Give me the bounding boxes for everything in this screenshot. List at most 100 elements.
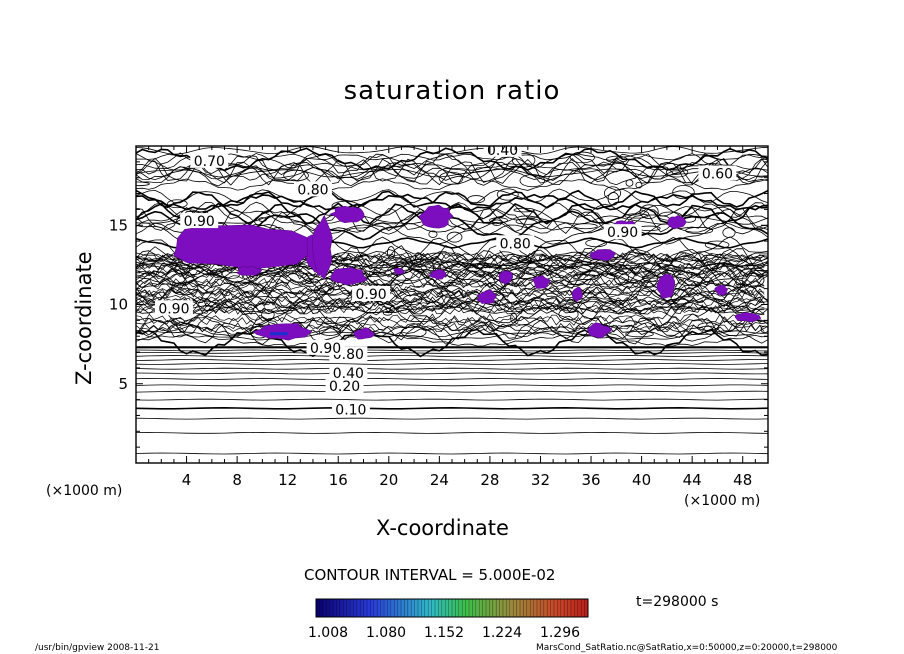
- x-tick-label: 4: [182, 471, 192, 489]
- contour-loop: [624, 213, 649, 219]
- contour-label: 0.10: [335, 403, 366, 419]
- contour-label-bg: [325, 377, 364, 393]
- contour-loop: [438, 171, 464, 185]
- supersaturation-region: [476, 289, 497, 304]
- contour-loop: [174, 263, 191, 275]
- contour-loop: [513, 207, 535, 213]
- contour-label-bg: [190, 152, 229, 168]
- contour-loop: [639, 204, 659, 219]
- contour-label: 0.80: [500, 236, 531, 252]
- contour-loop: [625, 179, 634, 187]
- contour-loop: [414, 252, 422, 263]
- footer-left: /usr/bin/gpview 2008-11-21: [35, 643, 160, 653]
- y-tick-label: 15: [109, 216, 128, 234]
- contour-line: [136, 288, 765, 299]
- contour-loop: [167, 199, 188, 209]
- contour-label: 0.90: [310, 341, 341, 357]
- x-axis-label: X-coordinate: [376, 516, 509, 540]
- x-tick-label: 16: [329, 471, 348, 489]
- contour-loop: [722, 227, 736, 238]
- contour-line: [136, 300, 765, 311]
- contour-line: [136, 267, 768, 284]
- contour-label-bg: [496, 235, 535, 251]
- contour-loop: [735, 283, 746, 288]
- supersaturation-region: [667, 214, 687, 230]
- contour-loop: [665, 167, 689, 178]
- contour-loop: [635, 181, 643, 189]
- supersaturation-region: [571, 286, 583, 303]
- contour-line: [136, 315, 768, 341]
- contour-label: 0.40: [487, 143, 518, 159]
- contour-loop: [685, 226, 714, 235]
- contour-label: 0.90: [184, 214, 215, 230]
- supersaturation-region: [498, 270, 514, 285]
- contour-loop: [519, 174, 546, 188]
- supersaturation-region: [531, 275, 551, 289]
- y-axis-label: Z-coordinate: [72, 251, 96, 385]
- contour-line: [136, 304, 765, 315]
- contour-line: [136, 349, 768, 352]
- x-tick-label: 32: [531, 471, 550, 489]
- contour-line: [136, 378, 768, 380]
- contour-line: [136, 161, 768, 181]
- contour-label-bg: [603, 224, 642, 240]
- contour-loop: [569, 151, 595, 164]
- contour-loop: [283, 169, 309, 182]
- contour-line: [136, 452, 768, 455]
- contour-label: 0.60: [702, 167, 733, 183]
- supersaturation-region: [269, 332, 288, 336]
- contour-line: [136, 297, 765, 308]
- contour-line: [136, 189, 768, 209]
- contour-line: [136, 328, 768, 358]
- contour-line: [136, 334, 768, 347]
- contour-loop: [558, 308, 579, 321]
- x-tick-label: 48: [733, 471, 752, 489]
- contour-loop: [467, 195, 485, 204]
- contour-line: [136, 363, 768, 365]
- contour-loop: [625, 330, 654, 338]
- contour-line: [136, 269, 765, 280]
- supersaturation-region: [587, 322, 612, 339]
- contour-loop: [491, 219, 503, 227]
- contour-line: [136, 167, 768, 181]
- contour-loop: [515, 218, 541, 225]
- contour-line: [136, 296, 768, 309]
- x-tick-label: 12: [278, 471, 297, 489]
- contour-line: [136, 295, 765, 306]
- contour-line: [136, 270, 768, 287]
- x-tick-label: 24: [430, 471, 449, 489]
- contour-line: [136, 188, 768, 204]
- contour-line: [136, 431, 768, 434]
- x-tick-label: 20: [379, 471, 398, 489]
- supersaturation-region: [236, 265, 263, 276]
- contour-interval-label: CONTOUR INTERVAL = 5.000E-02: [304, 566, 556, 584]
- contour-loop: [741, 272, 765, 288]
- contour-line: [136, 162, 768, 171]
- colorbar-tick-label: 1.224: [482, 625, 522, 641]
- x-tick-label: 28: [480, 471, 499, 489]
- contour-line: [136, 305, 765, 315]
- contour-line: [136, 384, 768, 387]
- contour-loop: [511, 152, 536, 168]
- x-tick-label: 36: [581, 471, 600, 489]
- contour-loop: [400, 326, 427, 338]
- contour-line: [136, 398, 768, 401]
- contour-field: 0.100.200.400.800.900.900.800.900.700.40…: [136, 143, 768, 455]
- contour-loop: [760, 325, 768, 334]
- contour-line: [136, 352, 768, 354]
- contour-label: 0.20: [329, 379, 360, 395]
- contour-loop: [136, 181, 150, 187]
- colorbar-tick-label: 1.080: [366, 625, 406, 641]
- contour-label-bg: [180, 213, 219, 229]
- contour-loop: [704, 240, 730, 250]
- contour-loop: [605, 155, 628, 163]
- contour-line: [136, 313, 765, 324]
- colorbar-tick-label: 1.008: [308, 625, 348, 641]
- supersaturation-region: [429, 268, 447, 280]
- contour-line: [136, 303, 765, 314]
- contour-line: [136, 153, 768, 161]
- contour-line: [136, 202, 768, 226]
- x-unit-label-left: (×1000 m): [46, 483, 123, 499]
- x-tick-label: 40: [632, 471, 651, 489]
